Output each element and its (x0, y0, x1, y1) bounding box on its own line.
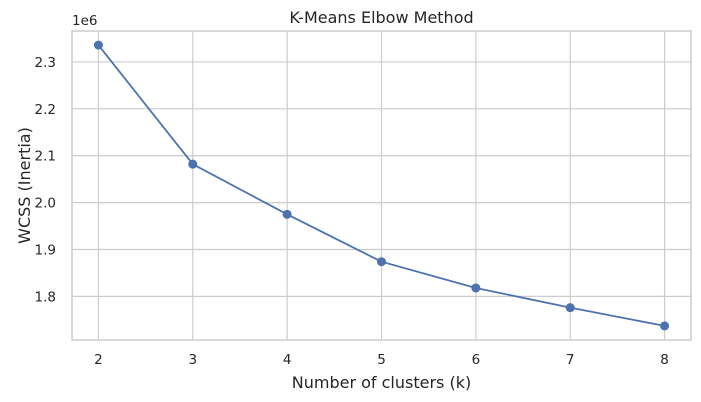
y-tick-label: 2.1 (35, 149, 56, 165)
data-point (565, 303, 575, 313)
y-tick-label: 1.8 (35, 289, 56, 305)
data-point (660, 321, 670, 331)
y-axis-ticks: 1.8 1.9 2.0 2.1 2.2 2.3 (35, 55, 56, 305)
y-tick-label: 2.3 (35, 55, 56, 71)
x-axis-ticks: 2 3 4 5 6 7 8 (94, 352, 669, 368)
y-axis-offset-text: 1e6 (72, 13, 97, 29)
data-point (93, 40, 103, 50)
y-tick-label: 2.0 (35, 196, 56, 212)
x-tick-label: 2 (94, 352, 103, 368)
x-tick-label: 3 (188, 352, 197, 368)
x-tick-label: 5 (377, 352, 386, 368)
plot-frame (71, 30, 692, 341)
data-point (282, 209, 292, 219)
grid (72, 31, 691, 340)
series-wcss (93, 40, 670, 331)
y-tick-label: 1.9 (35, 243, 56, 259)
x-axis-label: Number of clusters (k) (292, 373, 471, 392)
y-axis-label: WCSS (Inertia) (15, 127, 34, 244)
data-point (471, 283, 481, 293)
x-tick-label: 7 (566, 352, 575, 368)
x-tick-label: 4 (283, 352, 292, 368)
chart-title: K-Means Elbow Method (289, 8, 473, 27)
x-tick-label: 6 (472, 352, 481, 368)
data-point (377, 257, 386, 267)
x-tick-label: 8 (660, 352, 669, 368)
y-tick-label: 2.2 (35, 102, 56, 118)
data-point (188, 159, 198, 169)
